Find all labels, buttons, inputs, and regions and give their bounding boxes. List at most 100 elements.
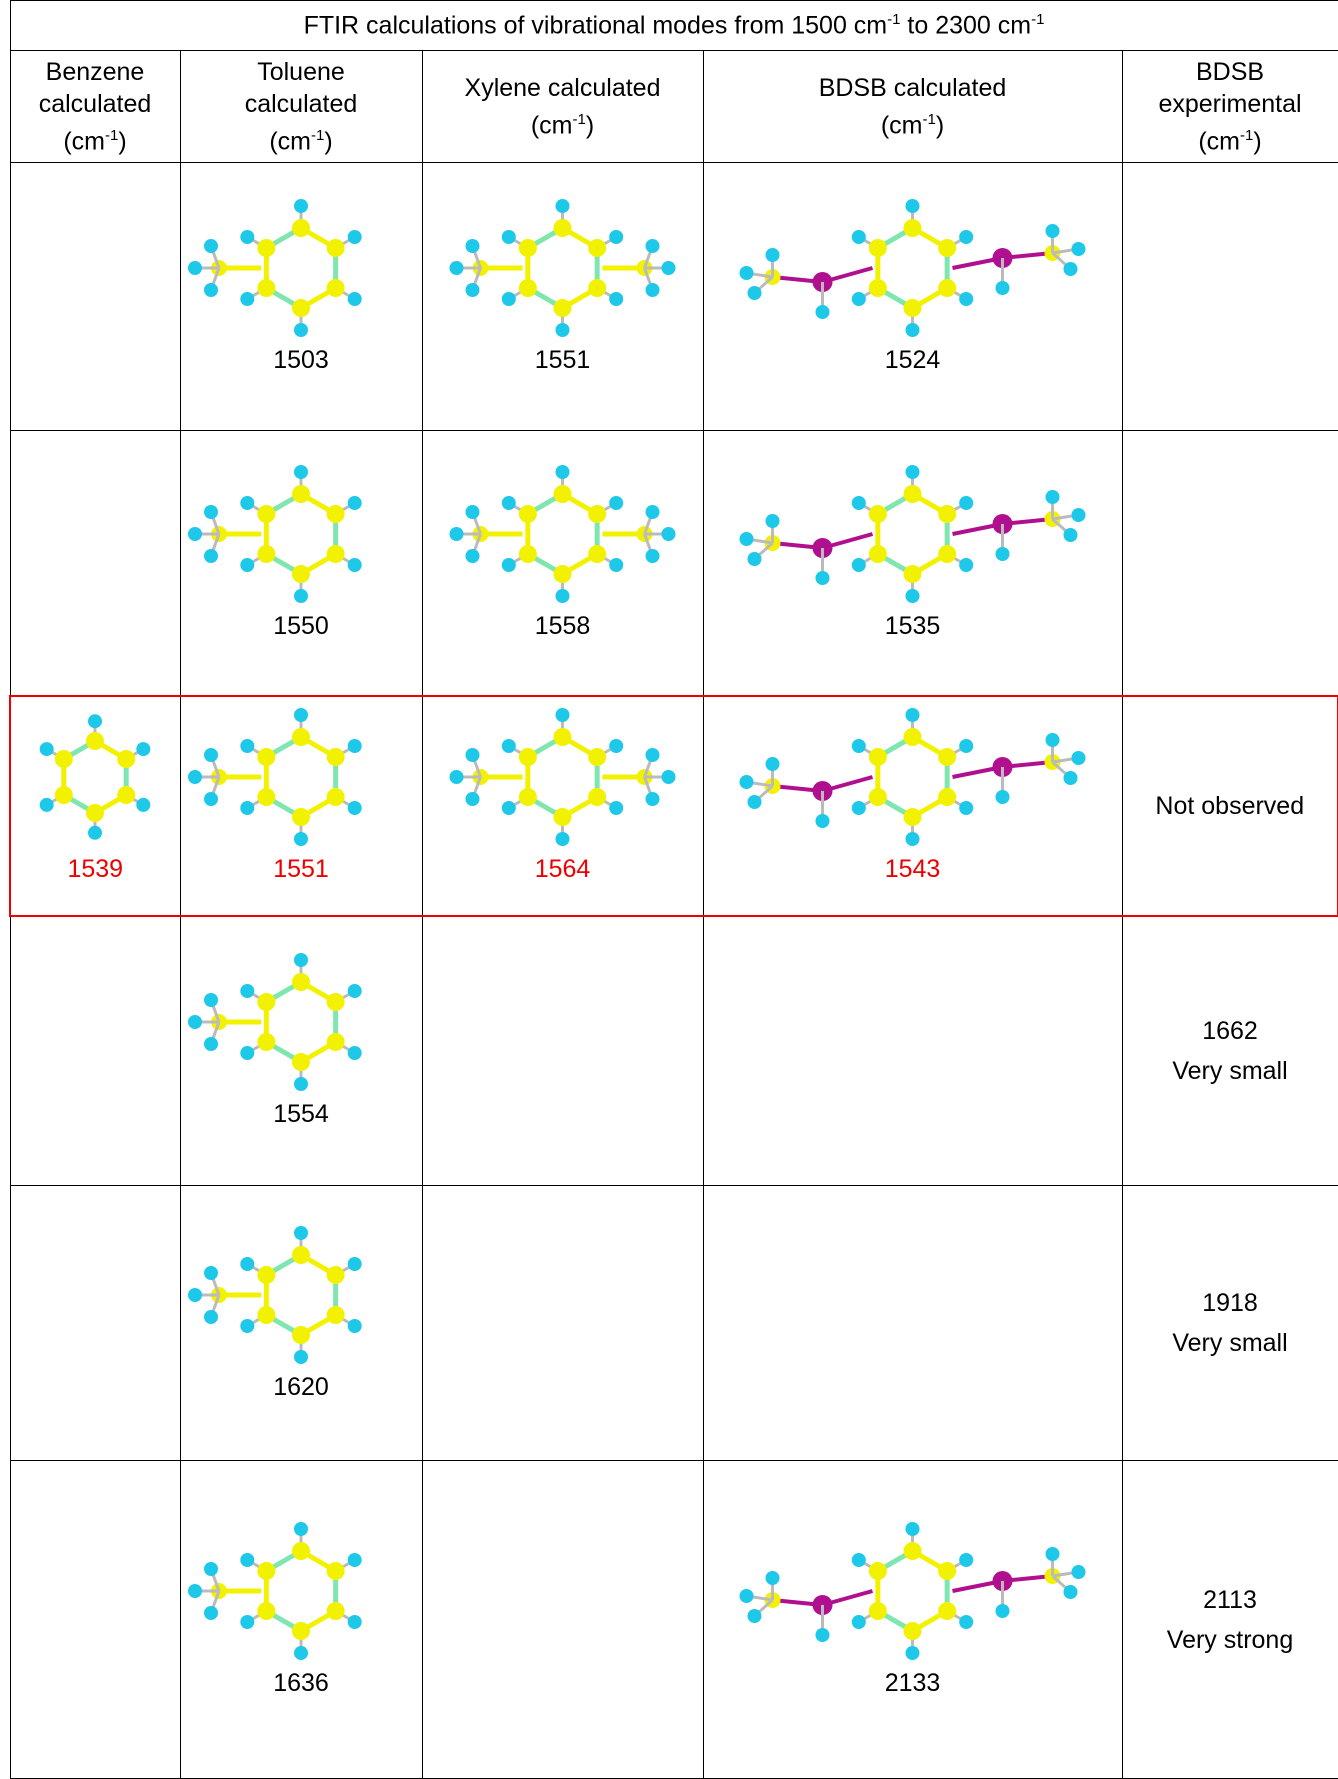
hydrogen-atom — [501, 230, 516, 244]
header-line: BDSB calculated — [818, 73, 1007, 102]
cell-content: 1636 — [181, 1519, 422, 1720]
hydrogen-atom — [905, 708, 920, 722]
carbon-atom — [326, 1305, 345, 1324]
hydrogen-atom — [1063, 262, 1078, 276]
carbon-atom — [553, 565, 572, 584]
data-cell — [702, 1185, 1123, 1461]
title-sup: -1 — [887, 10, 901, 28]
carbon-atom — [938, 1602, 957, 1620]
hydrogen-atom — [240, 1615, 255, 1629]
hydrogen-atom — [609, 292, 624, 306]
carbon-atom — [938, 1562, 957, 1580]
hydrogen-atom — [645, 748, 660, 762]
title-row: FTIR calculations of vibrational modes f… — [9, 0, 1338, 51]
carbon-atom — [868, 505, 887, 524]
carbon-atom — [938, 239, 957, 257]
header-line: calculated — [38, 89, 152, 118]
molecule-image — [739, 708, 1086, 846]
header-exponent: -1 — [310, 126, 325, 144]
hydrogen-atom — [645, 792, 660, 806]
header-exponent: -1 — [1240, 126, 1254, 144]
hydrogen-atom — [747, 286, 762, 300]
header-cell: Benzene calculated (cm-1) — [9, 50, 181, 163]
carbon-atom — [326, 1033, 345, 1052]
experimental-content: 2113 Very strong — [1123, 1580, 1338, 1660]
bond — [772, 275, 823, 284]
bond — [772, 1598, 823, 1607]
hydrogen-atom — [347, 496, 362, 511]
header-exponent: -1 — [572, 110, 586, 128]
header-cell: Xylene calculated (cm-1) — [421, 50, 704, 163]
hydrogen-atom — [661, 770, 676, 784]
hydrogen-atom — [88, 714, 103, 729]
hydrogen-atom — [645, 505, 660, 520]
bond — [1002, 517, 1053, 527]
cell-content: 1550 — [181, 462, 422, 663]
carbon-atom — [257, 505, 276, 524]
header-line: calculated — [244, 89, 358, 118]
hydrogen-atom — [188, 1584, 202, 1598]
cell-content: 1620 — [181, 1223, 422, 1424]
hydrogen-atom — [188, 770, 202, 784]
header-text: Xylene calculated (cm-1) — [423, 72, 703, 141]
carbon-atom — [588, 279, 607, 297]
data-cell: 1550 — [179, 430, 423, 696]
cell-content: 1551 — [181, 705, 422, 906]
experimental-note: Very small — [1172, 1056, 1288, 1085]
title-text: FTIR calculations of vibrational modes f… — [303, 11, 888, 40]
hydrogen-atom — [851, 558, 866, 573]
hydrogen-atom — [851, 801, 866, 815]
hydrogen-atom — [204, 1562, 218, 1576]
hydrogen-atom — [905, 832, 920, 846]
carbon-atom — [868, 788, 887, 806]
hydrogen-atom — [1063, 1585, 1078, 1599]
data-cell — [421, 1185, 704, 1461]
experimental-value: 2113 — [1203, 1585, 1257, 1614]
hydrogen-atom — [188, 261, 202, 275]
hydrogen-atom — [204, 1037, 218, 1052]
header-line: experimental — [1158, 89, 1302, 118]
hydrogen-atom — [959, 230, 974, 244]
carbon-atom — [257, 1305, 276, 1324]
hydrogen-atom — [959, 496, 974, 511]
data-cell — [1121, 162, 1338, 431]
hydrogen-atom — [188, 527, 202, 542]
frequency-value: 1543 — [884, 855, 941, 883]
hydrogen-atom — [294, 323, 308, 337]
data-cell — [9, 915, 181, 1186]
data-cell — [702, 915, 1123, 1186]
carbon-atom — [292, 728, 310, 746]
cell-content: 1503 — [181, 196, 422, 397]
carbon-atom — [938, 505, 957, 524]
hydrogen-atom — [1071, 242, 1086, 256]
carbon-atom — [292, 808, 310, 826]
carbon-atom — [257, 788, 276, 806]
data-cell: 1503 — [179, 162, 423, 431]
data-row: 1550 1558 1535 — [9, 430, 1338, 696]
carbon-atom — [292, 1622, 310, 1640]
hydrogen-atom — [204, 549, 218, 564]
hydrogen-atom — [555, 708, 570, 722]
hydrogen-atom — [204, 505, 218, 520]
frequency-value: 1539 — [67, 855, 124, 883]
hydrogen-atom — [1045, 1547, 1060, 1561]
carbon-atom — [938, 788, 957, 806]
carbon-atom — [292, 1325, 310, 1344]
hydrogen-atom — [851, 1553, 866, 1567]
cell-content: 1539 — [11, 705, 180, 906]
frequency-value: 1636 — [273, 1669, 329, 1697]
carbon-atom — [326, 505, 345, 524]
hydrogen-atom — [995, 1604, 1010, 1618]
hydrogen-atom — [347, 292, 362, 306]
data-cell — [9, 162, 181, 431]
frequency-value: 2133 — [884, 1669, 941, 1697]
hydrogen-atom — [465, 283, 480, 297]
hydrogen-atom — [204, 283, 218, 297]
cell-content: 1558 — [423, 462, 703, 663]
header-unit: ) — [935, 111, 945, 140]
carbon-atom — [257, 1033, 276, 1052]
hydrogen-atom — [851, 292, 866, 306]
cell-content: 1551 — [423, 196, 703, 397]
hydrogen-atom — [959, 739, 974, 753]
hydrogen-atom — [204, 1606, 218, 1620]
